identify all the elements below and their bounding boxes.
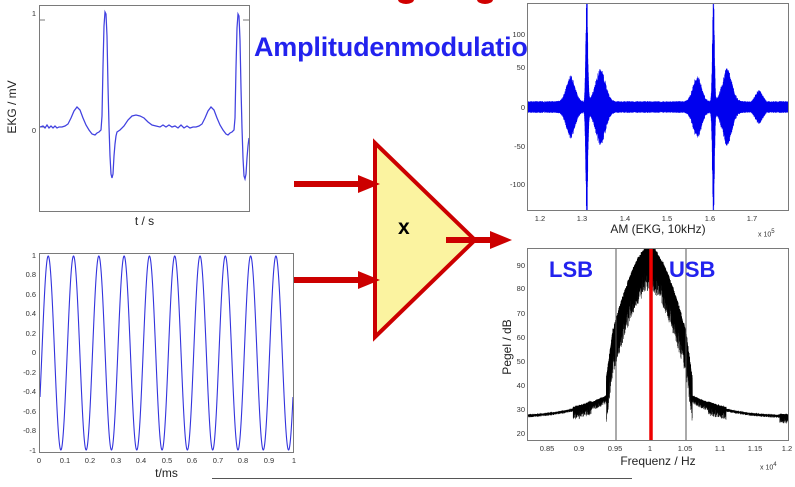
multiplier-triangle — [373, 138, 478, 342]
am-ytick-50: 50 — [516, 63, 525, 72]
ekg-ytick-1: 1 — [31, 9, 36, 18]
carrier-ytick-5: 0 — [31, 348, 36, 357]
carrier-xtick-1: 0.1 — [59, 456, 71, 465]
am-xtick-1: 1.3 — [576, 214, 588, 223]
carrier-xtick-4: 0.4 — [135, 456, 147, 465]
am-exponent-base: x 10 — [758, 231, 772, 239]
ekg-ytick-0: 0 — [31, 126, 36, 135]
carrier-ytick-4: 0.2 — [25, 329, 36, 338]
spectrum-xtick-1: 0.9 — [573, 444, 585, 453]
ekg-y-axis-label: EKG / mV — [5, 80, 19, 134]
spectrum-ytick-30: 30 — [516, 405, 525, 414]
bottom-divider — [212, 478, 632, 479]
am-plot-area — [527, 3, 789, 211]
spectrum-xtick-4: 1.05 — [677, 444, 693, 453]
carrier-xtick-10: 1 — [291, 456, 297, 465]
ekg-x-axis-label: t / s — [134, 214, 155, 228]
spectrum-panel: Pegel / dB 90 80 70 60 50 40 30 20 LSB U… — [495, 240, 795, 487]
carrier-xtick-8: 0.8 — [237, 456, 249, 465]
am-xtick-4: 1.6 — [704, 214, 716, 223]
am-xtick-3: 1.5 — [661, 214, 673, 223]
carrier-ytick-1: 0.8 — [25, 270, 36, 279]
cutoff-red-glyph-1 — [398, 0, 414, 4]
carrier-ytick-2: 0.6 — [25, 290, 36, 299]
spectrum-ytick-90: 90 — [516, 261, 525, 270]
am-xtick-5: 1.7 — [746, 214, 758, 223]
carrier-x-axis-label: t/ms — [155, 466, 178, 480]
spectrum-ytick-60: 60 — [516, 333, 525, 342]
am-xtick-2: 1.4 — [619, 214, 631, 223]
page-title: Amplitudenmodulation — [254, 32, 544, 62]
carrier-xtick-3: 0.3 — [110, 456, 122, 465]
carrier-ytick-7: -0.4 — [23, 387, 36, 396]
carrier-xtick-0: 0 — [36, 456, 42, 465]
am-ytick-m100: -100 — [509, 180, 525, 189]
carrier-ytick-8: -0.6 — [23, 407, 36, 416]
ekg-plot-area — [39, 5, 250, 212]
am-trace — [528, 4, 788, 210]
carrier-plot-area — [39, 253, 294, 453]
spectrum-ytick-40: 40 — [516, 381, 525, 390]
am-panel: 100 50 0 -50 -100 1.2 1.3 1.4 1.5 1.6 1.… — [495, 0, 795, 240]
carrier-ytick-10: -1 — [29, 446, 36, 455]
am-xtick-0: 1.2 — [534, 214, 546, 223]
spectrum-trace — [528, 249, 788, 440]
carrier-xtick-9: 0.9 — [263, 456, 275, 465]
carrier-trace — [40, 255, 293, 451]
spectrum-xtick-2: 0.95 — [607, 444, 623, 453]
ekg-panel: EKG / mV 1 0 t / s — [0, 0, 270, 232]
cutoff-red-glyph-2 — [477, 0, 493, 4]
spectrum-ytick-70: 70 — [516, 309, 525, 318]
am-x-axis-label: AM (EKG, 10kHz) — [610, 222, 706, 236]
carrier-ytick-9: -0.8 — [23, 426, 36, 435]
spectrum-ytick-80: 80 — [516, 284, 525, 293]
spectrum-xtick-6: 1.15 — [747, 444, 763, 453]
usb-label: USB — [669, 257, 716, 282]
spectrum-x-axis-label: Frequenz / Hz — [620, 454, 696, 468]
am-exponent-power: 5 — [771, 229, 775, 235]
carrier-xtick-2: 0.2 — [84, 456, 96, 465]
ekg-trace — [40, 9, 249, 182]
spectrum-x-exponent: x 104 — [760, 462, 777, 471]
spectrum-ytick-50: 50 — [516, 357, 525, 366]
am-ytick-m50: -50 — [514, 142, 525, 151]
carrier-ytick-0: 1 — [31, 251, 36, 260]
spectrum-ytick-20: 20 — [516, 429, 525, 438]
carrier-ytick-3: 0.4 — [25, 309, 36, 318]
carrier-xtick-7: 0.7 — [212, 456, 224, 465]
spectrum-xtick-7: 1.2 — [781, 444, 793, 453]
carrier-ytick-6: -0.2 — [23, 368, 36, 377]
arrow-multiplier-to-output — [446, 231, 512, 249]
spectrum-xtick-5: 1.1 — [714, 444, 726, 453]
carrier-xtick-5: 0.5 — [161, 456, 173, 465]
spectrum-exponent-base: x 10 — [760, 464, 774, 472]
arrow-carrier-to-multiplier — [294, 271, 380, 289]
arrow-ekg-to-multiplier — [294, 175, 380, 193]
am-x-exponent: x 105 — [758, 229, 775, 238]
lsb-label: LSB — [549, 257, 593, 282]
spectrum-plot-area — [527, 248, 789, 441]
am-ytick-0: 0 — [520, 103, 525, 112]
multiplier-block — [373, 138, 478, 342]
spectrum-exponent-power: 4 — [773, 462, 777, 468]
carrier-panel: 1 0.8 0.6 0.4 0.2 0 -0.2 -0.4 -0.6 -0.8 … — [0, 240, 300, 487]
carrier-xtick-6: 0.6 — [186, 456, 198, 465]
am-ytick-100: 100 — [512, 30, 525, 39]
multiplier-symbol: x — [398, 216, 410, 239]
spectrum-xtick-0: 0.85 — [539, 444, 555, 453]
spectrum-xtick-3: 1 — [647, 444, 653, 453]
